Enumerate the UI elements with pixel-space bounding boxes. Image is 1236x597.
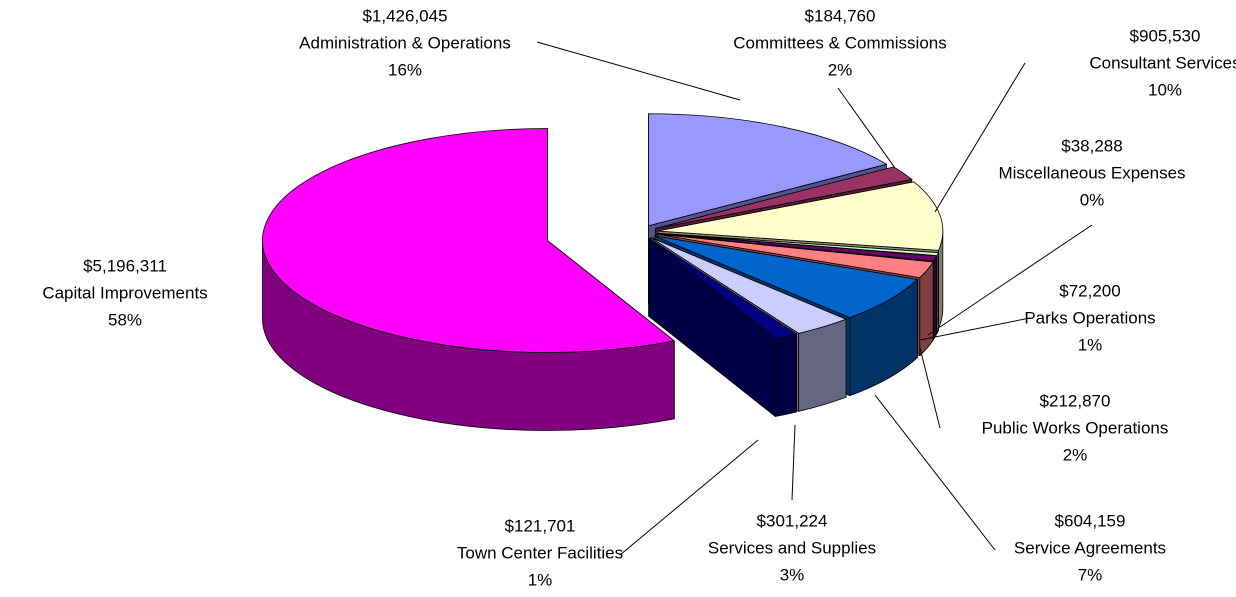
category-label: Service Agreements [1014,538,1166,557]
leader-line [536,41,741,101]
category-label: Committees & Commissions [733,33,947,52]
slice-side [933,255,938,340]
leader-line [919,347,941,429]
category-label: Consultant Services [1089,53,1236,72]
category-label: Administration & Operations [299,33,511,52]
percent-label: 10% [1148,80,1182,99]
leader-line [791,424,796,501]
category-label: Parks Operations [1024,308,1155,327]
slice-top [648,113,887,227]
percent-label: 2% [1063,445,1088,464]
percent-label: 1% [528,570,553,589]
slice-top [657,181,944,251]
slice-side [775,333,797,417]
category-label: Town Center Facilities [457,543,623,562]
value-label: $72,200 [1059,281,1120,300]
leader-line [927,224,1093,336]
slice-top [650,237,847,334]
leader-line [934,62,1026,213]
value-label: $38,288 [1061,136,1122,155]
percent-label: 1% [1078,335,1103,354]
slice [262,128,675,431]
slice-top [648,237,797,339]
value-label: $212,870 [1040,391,1111,410]
percent-label: 58% [108,310,142,329]
slice-top [657,233,938,262]
value-label: $121,701 [505,516,576,535]
value-label: $1,426,045 [362,6,447,25]
slice-side [798,318,847,412]
category-label: Capital Improvements [42,283,207,302]
percent-label: 3% [780,565,805,584]
value-label: $604,159 [1055,511,1126,530]
category-label: Public Works Operations [982,418,1169,437]
slice-top [656,233,934,279]
percent-label: 16% [388,60,422,79]
leader-line [619,439,759,556]
leader-line [919,317,1031,341]
slice-top [654,235,918,319]
value-label: $5,196,311 [83,256,167,275]
percent-label: 0% [1080,190,1105,209]
category-label: Miscellaneous Expenses [998,163,1185,182]
value-label: $301,224 [757,511,828,530]
leader-line [837,87,896,169]
slice-top [262,128,675,353]
leader-line [874,394,996,551]
labels: $1,426,045 Administration & Operations 16%… [42,6,1236,589]
percent-label: 2% [828,60,853,79]
percent-label: 7% [1078,565,1103,584]
pie [262,113,944,431]
value-label: $184,760 [805,6,876,25]
category-label: Services and Supplies [708,538,876,557]
slice [648,237,797,417]
value-label: $905,530 [1130,26,1201,45]
